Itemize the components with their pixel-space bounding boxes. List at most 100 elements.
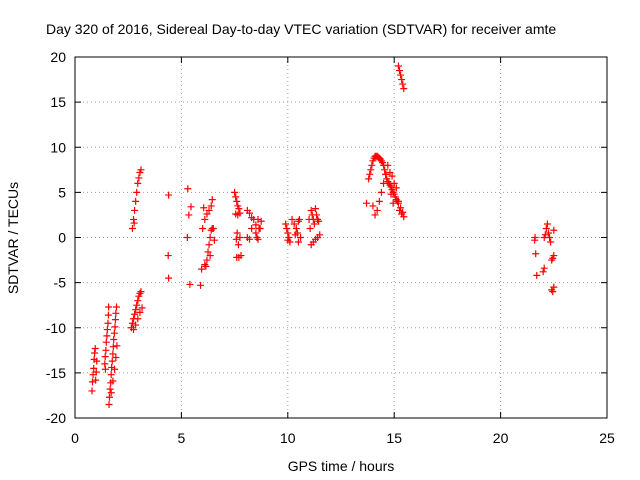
- data-point: [137, 166, 145, 174]
- data-point: [366, 170, 374, 178]
- data-points: [88, 62, 558, 408]
- data-point: [389, 199, 397, 207]
- data-point: [294, 217, 302, 225]
- y-tick-label: 10: [50, 139, 66, 155]
- data-point: [252, 229, 260, 237]
- data-point: [237, 252, 245, 260]
- data-point: [236, 234, 244, 241]
- x-tick-label: 15: [386, 430, 402, 446]
- y-tick-label: -5: [54, 275, 67, 291]
- data-point: [282, 220, 290, 228]
- data-point: [199, 224, 207, 232]
- data-point: [102, 338, 110, 346]
- data-point: [101, 365, 109, 373]
- data-point: [233, 229, 241, 237]
- data-point: [399, 80, 407, 88]
- data-point: [137, 288, 145, 296]
- data-point: [134, 179, 142, 187]
- data-point: [316, 231, 324, 239]
- data-point: [112, 354, 120, 362]
- data-point: [232, 235, 240, 243]
- data-point: [88, 387, 96, 395]
- x-tick-label: 10: [280, 430, 296, 446]
- data-point: [371, 211, 379, 219]
- data-point: [107, 389, 115, 397]
- data-point: [375, 197, 383, 205]
- data-point: [313, 211, 321, 219]
- data-point: [104, 311, 112, 319]
- data-point: [206, 252, 214, 260]
- data-point: [165, 191, 173, 199]
- data-point: [112, 303, 120, 311]
- data-point: [88, 378, 96, 386]
- data-point: [184, 185, 192, 193]
- chart-title: Day 320 of 2016, Sidereal Day-to-day VTE…: [46, 21, 556, 37]
- data-point: [550, 226, 558, 234]
- data-point: [233, 197, 241, 205]
- x-axis-label: GPS time / hours: [288, 458, 395, 474]
- data-point: [381, 166, 389, 174]
- data-point: [187, 203, 195, 211]
- y-tick-label: 5: [58, 184, 66, 200]
- x-tick-label: 5: [178, 430, 186, 446]
- data-point: [208, 196, 216, 204]
- data-point: [306, 224, 314, 232]
- data-point: [103, 326, 111, 334]
- axis-ticks: [74, 56, 608, 419]
- data-point: [248, 224, 256, 232]
- data-point: [107, 371, 115, 379]
- data-point: [539, 268, 547, 276]
- data-point: [133, 188, 141, 196]
- data-point: [130, 326, 138, 334]
- data-point: [231, 188, 239, 196]
- data-point: [547, 238, 555, 246]
- data-point: [284, 236, 292, 244]
- data-point: [135, 174, 143, 182]
- data-point: [93, 357, 101, 365]
- data-point: [131, 206, 139, 214]
- data-point: [245, 235, 253, 243]
- data-point: [396, 206, 404, 214]
- data-point: [165, 274, 173, 282]
- data-point: [396, 67, 404, 75]
- y-tick-label: 15: [50, 94, 66, 110]
- data-point: [307, 206, 315, 214]
- data-point: [101, 360, 109, 368]
- data-point: [367, 166, 375, 174]
- data-point: [380, 179, 388, 187]
- data-point: [288, 215, 296, 223]
- data-point: [133, 301, 141, 309]
- data-point: [392, 184, 400, 192]
- data-point: [532, 250, 540, 258]
- data-point: [200, 204, 208, 212]
- data-point: [235, 205, 243, 213]
- data-point: [111, 323, 119, 331]
- data-point: [297, 234, 305, 241]
- data-point: [294, 238, 302, 246]
- data-point: [164, 252, 172, 260]
- x-tick-label: 0: [71, 430, 79, 446]
- data-point: [110, 329, 118, 337]
- data-point: [197, 281, 205, 289]
- data-point: [128, 224, 136, 232]
- data-point: [183, 234, 191, 241]
- data-point: [373, 206, 381, 214]
- data-point: [236, 209, 244, 217]
- data-point: [201, 261, 209, 269]
- data-point: [540, 234, 548, 241]
- data-point: [394, 62, 402, 70]
- data-point: [543, 220, 551, 228]
- data-point: [291, 231, 299, 239]
- data-point: [110, 335, 118, 343]
- data-point: [130, 219, 138, 227]
- data-point: [111, 316, 119, 324]
- grid-lines: [75, 57, 607, 418]
- data-point: [310, 220, 318, 228]
- data-point: [388, 172, 396, 180]
- data-point: [134, 297, 142, 305]
- y-tick-label: 0: [58, 230, 66, 246]
- data-point: [185, 211, 193, 219]
- data-point: [91, 345, 99, 353]
- data-point: [101, 353, 109, 361]
